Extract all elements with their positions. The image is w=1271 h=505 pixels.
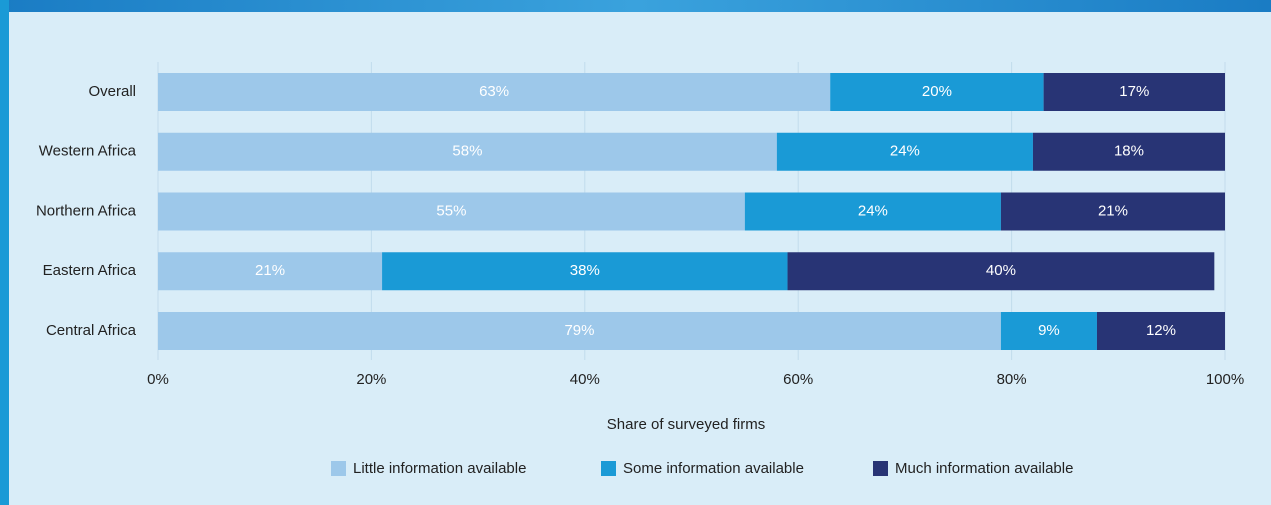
x-axis-title: Share of surveyed firms: [607, 416, 765, 433]
bar-segment: [1032, 132, 1225, 171]
top-band: [0, 0, 1271, 12]
value-label: 24%: [890, 143, 920, 160]
bar-segment: [1043, 73, 1225, 111]
x-tick-label: 100%: [1206, 371, 1244, 388]
value-label: 18%: [1114, 143, 1144, 160]
bar-segment: [158, 252, 383, 291]
bar-segment: [744, 192, 1001, 231]
bar-segment: [1096, 312, 1225, 350]
bar-segment: [1000, 312, 1097, 350]
bar-segment: [158, 192, 745, 231]
bar-segment: [382, 252, 788, 291]
value-label: 38%: [570, 262, 600, 279]
legend-swatch: [601, 461, 616, 476]
value-label: 21%: [255, 262, 285, 279]
value-label: 79%: [564, 322, 594, 339]
x-tick-label: 0%: [147, 371, 169, 388]
legend-label: Much information available: [895, 460, 1073, 477]
x-tick-label: 40%: [570, 371, 600, 388]
y-tick-label: Northern Africa: [36, 202, 137, 219]
y-tick-label: Overall: [88, 83, 136, 100]
y-tick-label: Central Africa: [46, 322, 137, 339]
value-label: 20%: [922, 83, 952, 100]
legend-label: Little information available: [353, 460, 526, 477]
y-tick-label: Eastern Africa: [43, 262, 137, 279]
bar-segment: [158, 132, 777, 171]
value-label: 40%: [986, 262, 1016, 279]
value-label: 9%: [1038, 322, 1060, 339]
bar-segment: [787, 252, 1215, 291]
value-label: 12%: [1146, 322, 1176, 339]
bar-segment: [1000, 192, 1225, 231]
legend-swatch: [331, 461, 346, 476]
value-label: 55%: [436, 202, 466, 219]
value-label: 58%: [452, 143, 482, 160]
bar-segment: [158, 73, 831, 111]
x-tick-label: 20%: [356, 371, 386, 388]
value-label: 63%: [479, 83, 509, 100]
left-strip: [0, 0, 9, 505]
value-label: 21%: [1098, 202, 1128, 219]
y-tick-label: Western Africa: [39, 143, 137, 160]
bar-segment: [830, 73, 1044, 111]
x-tick-label: 80%: [997, 371, 1027, 388]
bar-segment: [776, 132, 1033, 171]
x-tick-label: 60%: [783, 371, 813, 388]
bar-segment: [158, 312, 1001, 350]
legend-label: Some information available: [623, 460, 804, 477]
legend-swatch: [873, 461, 888, 476]
value-label: 17%: [1119, 83, 1149, 100]
value-label: 24%: [858, 202, 888, 219]
